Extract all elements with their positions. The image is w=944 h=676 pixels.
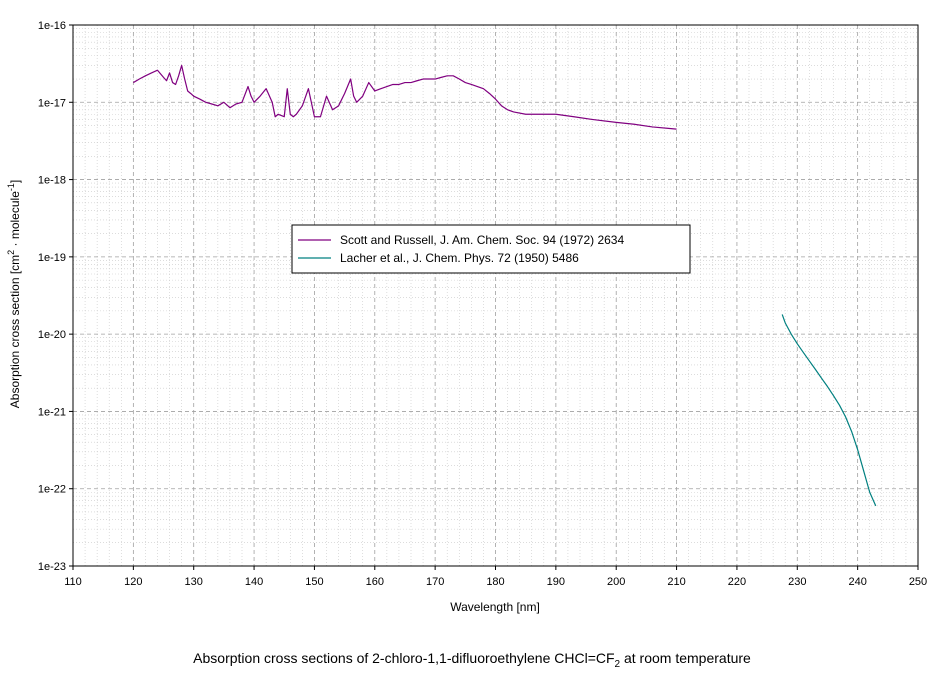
legend-label-scott: Scott and Russell, J. Am. Chem. Soc. 94 … <box>340 233 624 247</box>
y-tick-label: 1e-19 <box>38 252 66 264</box>
y-axis-ticks: 1e-23 1e-22 1e-21 1e-20 1e-19 1e-18 1e-17 1e-16 <box>38 20 73 573</box>
y-tick-label: 1e-22 <box>38 484 66 496</box>
legend-box <box>291 224 691 274</box>
chart: 110 120 130 140 150 160 170 180 190 200 210 220 230 2… <box>6 20 927 614</box>
y-axis-label: Absorption cross section [cm2 · molecule… <box>6 180 22 408</box>
y-axis-label-sup2: -1 <box>6 183 16 191</box>
x-tick-label: 230 <box>788 576 806 588</box>
legend-label-lacher: Lacher et al., J. Chem. Phys. 72 (1950) … <box>340 251 579 265</box>
x-axis-label: Wavelength [nm] <box>450 600 540 614</box>
x-tick-label: 140 <box>245 576 263 588</box>
y-tick-label: 1e-17 <box>38 97 66 109</box>
y-axis-label-part1: Absorption cross section [cm <box>8 255 22 408</box>
x-tick-label: 160 <box>366 576 384 588</box>
y-tick-label: 1e-20 <box>38 329 66 341</box>
y-axis-label-part2: · molecule <box>8 191 22 250</box>
y-tick-label: 1e-18 <box>38 175 66 187</box>
x-tick-label: 220 <box>728 576 746 588</box>
x-tick-label: 240 <box>848 576 866 588</box>
legend: Scott and Russell, J. Am. Chem. Soc. 94 … <box>291 224 691 274</box>
series-lines <box>133 64 877 507</box>
x-tick-label: 250 <box>909 576 927 588</box>
caption-suffix: at room temperature <box>620 650 751 666</box>
x-tick-label: 130 <box>185 576 203 588</box>
series-line-lacher <box>781 314 877 507</box>
caption-subscript: 2 <box>614 658 621 670</box>
x-tick-label: 200 <box>607 576 625 588</box>
x-axis-ticks: 110 120 130 140 150 160 170 180 190 200 210 220 230 2… <box>64 566 927 588</box>
major-grid <box>73 25 918 566</box>
x-tick-label: 190 <box>547 576 565 588</box>
y-tick-label: 1e-21 <box>38 406 66 418</box>
y-tick-label: 1e-16 <box>38 20 66 32</box>
caption-prefix: Absorption cross sections of 2-chloro-1,… <box>193 650 615 666</box>
minor-grid <box>73 25 918 566</box>
series-line-scott <box>133 64 677 130</box>
figure-caption: Absorption cross sections of 2-chloro-1,… <box>0 650 944 670</box>
x-tick-label: 170 <box>426 576 444 588</box>
x-tick-label: 110 <box>64 576 82 588</box>
x-tick-label: 210 <box>667 576 685 588</box>
plot-area-border <box>72 24 919 567</box>
x-tick-label: 150 <box>305 576 323 588</box>
y-tick-label: 1e-23 <box>38 561 66 573</box>
y-axis-label-part3: ] <box>8 180 22 183</box>
y-axis-label-sup1: 2 <box>6 250 16 255</box>
x-tick-label: 120 <box>124 576 142 588</box>
x-tick-label: 180 <box>486 576 504 588</box>
